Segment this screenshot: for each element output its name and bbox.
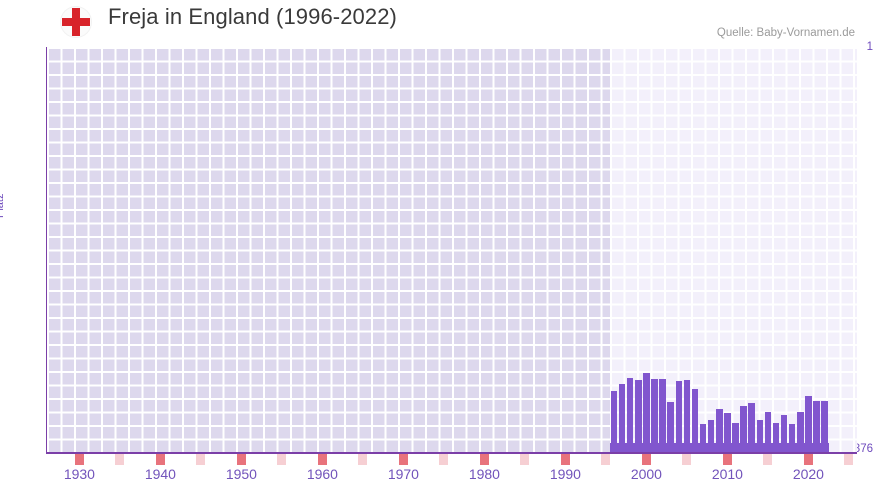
bar-2019	[797, 412, 804, 452]
x-axis-tick-marker-1970	[398, 454, 408, 465]
x-axis-tick-label-2020: 2020	[792, 466, 824, 482]
x-axis-tick-label-1980: 1980	[468, 466, 500, 482]
x-axis-tick-label-1970: 1970	[387, 466, 419, 482]
bar-1998	[626, 378, 634, 452]
y-axis-label: Platz	[0, 193, 6, 218]
bar-2021	[813, 401, 820, 452]
bar-2009	[716, 409, 723, 452]
source-credit: Quelle: Baby-Vornamen.de	[716, 27, 855, 39]
chart-header: Freja in England (1996-2022) Quelle: Bab…	[0, 0, 873, 44]
x-axis-tick-label-2010: 2010	[711, 466, 743, 482]
bar-2005	[683, 380, 691, 452]
x-axis-tick-label-1940: 1940	[144, 466, 176, 482]
bar-2011	[732, 423, 739, 452]
bar-1997	[618, 384, 626, 452]
bar-2012	[740, 406, 747, 452]
x-axis-tick-label-1950: 1950	[225, 466, 257, 482]
bar-2003	[667, 402, 674, 452]
bar-2015	[764, 412, 772, 452]
bar-2007	[699, 424, 707, 452]
bar-2017	[780, 415, 788, 452]
x-axis-tick-marker-2025	[844, 454, 854, 465]
bar-2018	[788, 424, 796, 452]
x-axis-line	[46, 452, 857, 454]
page-title: Freja in England (1996-2022)	[108, 4, 397, 29]
plot-data-region	[609, 47, 857, 452]
x-axis-tick-marker-1960	[317, 454, 327, 465]
x-axis-tick-marker-1935	[115, 454, 125, 465]
flag-cross-vertical	[72, 8, 80, 36]
x-axis-tick-marker-1985	[520, 454, 530, 465]
bar-1999	[635, 380, 642, 452]
x-axis-tick-label-1990: 1990	[549, 466, 581, 482]
bar-2022	[821, 401, 828, 452]
y-axis-tick-top: 1	[866, 41, 873, 53]
x-axis-tick-marker-1940	[155, 454, 165, 465]
x-axis-tick-marker-1945	[196, 454, 206, 465]
x-axis-tick-marker-1965	[358, 454, 368, 465]
x-axis-tick-marker-2015	[763, 454, 773, 465]
x-axis-tick-marker-1975	[439, 454, 449, 465]
bar-2008	[707, 420, 715, 452]
x-axis-tick-marker-2000	[641, 454, 651, 465]
x-axis-tick-marker-2020	[803, 454, 813, 465]
x-axis-tick-label-1960: 1960	[306, 466, 338, 482]
x-axis-tick-marker-1930	[74, 454, 84, 465]
x-axis-data-span	[609, 443, 829, 452]
x-axis-tick-marker-1980	[479, 454, 489, 465]
bar-2020	[805, 396, 812, 452]
england-flag-icon	[60, 6, 92, 38]
plot-area	[47, 47, 857, 452]
bar-2001	[651, 379, 658, 452]
bar-2004	[675, 381, 683, 452]
x-axis-tick-marker-1990	[560, 454, 570, 465]
bar-2000	[643, 373, 650, 452]
x-axis-tick-marker-1955	[277, 454, 287, 465]
bar-2006	[691, 389, 699, 452]
bar-2014	[756, 420, 764, 452]
x-axis-tick-marker-2005	[682, 454, 692, 465]
x-axis-tick-marker-2010	[722, 454, 732, 465]
bar-2010	[724, 413, 731, 452]
bar-2016	[772, 423, 780, 452]
x-axis-tick-label-1930: 1930	[63, 466, 95, 482]
x-axis-tick-label-2000: 2000	[630, 466, 662, 482]
bar-1996	[610, 391, 618, 452]
x-axis-tick-marker-1995	[601, 454, 611, 465]
bar-2013	[748, 403, 755, 452]
x-axis-tick-marker-1950	[236, 454, 246, 465]
bar-2002	[659, 379, 666, 452]
